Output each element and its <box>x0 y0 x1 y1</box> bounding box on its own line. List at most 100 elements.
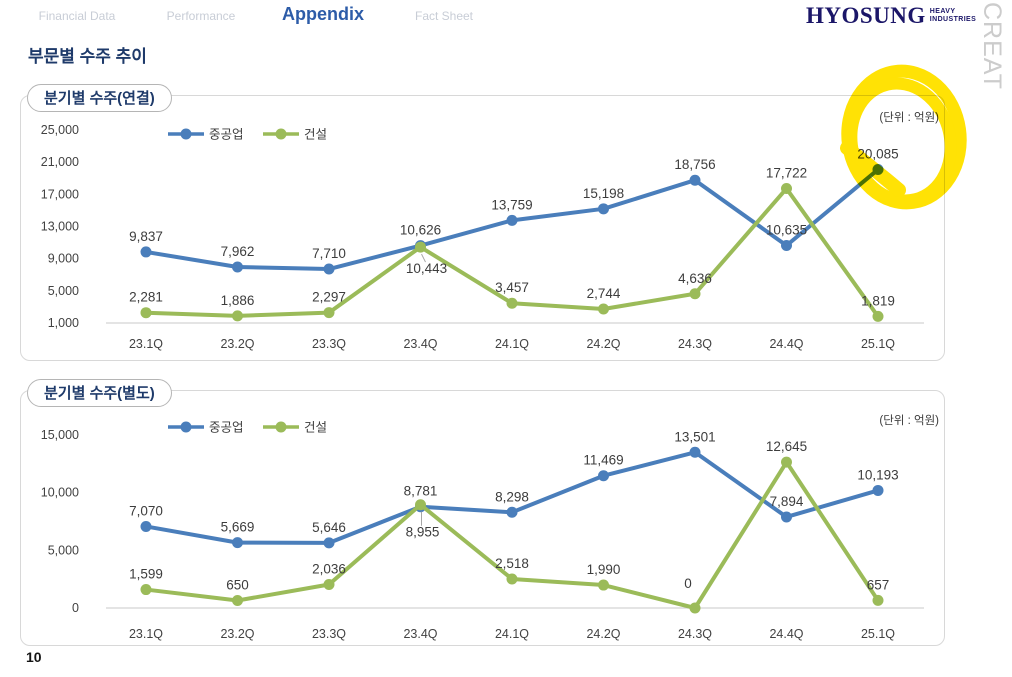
construction-data-point <box>415 241 426 253</box>
y-axis-tick-label: 5,000 <box>48 284 79 298</box>
data-label: 10,635 <box>766 223 807 238</box>
heavy-industry-data-point <box>232 261 243 273</box>
data-label: 1,990 <box>587 562 621 577</box>
heavy-industry-data-point <box>689 446 701 458</box>
y-axis-tick-label: 13,000 <box>41 220 79 234</box>
chart-panel-standalone: 분기별 수주(별도) 0 5,000 10,000 15,000 23.1Q 23.2Q 2… <box>20 379 945 646</box>
construction-data-point <box>689 288 701 300</box>
data-label: 1,819 <box>861 293 895 308</box>
data-label: 7,894 <box>770 494 804 509</box>
construction-data-point <box>506 573 518 585</box>
data-label: 8,298 <box>495 489 529 504</box>
construction-data-point <box>598 579 609 591</box>
x-axis-tick-label: 23.1Q <box>129 627 163 641</box>
heavy-industry-data-point <box>140 246 152 258</box>
legend-label: 중공업 <box>209 128 244 142</box>
nav-tab-appendix[interactable]: Appendix <box>281 4 365 24</box>
unit-label: (단위 : 억원) <box>879 413 939 427</box>
nav-tab-financial-data[interactable]: Financial Data <box>38 9 116 23</box>
data-label: 2,036 <box>312 562 346 577</box>
logo-sub-bottom: INDUSTRIES <box>929 16 977 23</box>
data-label: 2,281 <box>129 290 163 305</box>
chart-panel-consolidated: 분기별 수주(연결) 1,000 5,000 9,000 13,000 17,000 21… <box>20 84 945 361</box>
heavy-industry-data-point <box>232 537 243 549</box>
legend-dot-marker <box>275 128 287 140</box>
legend-dot-marker <box>275 421 287 433</box>
data-label: 10,626 <box>400 223 441 238</box>
x-axis-tick-label: 23.2Q <box>220 627 254 641</box>
heavy-industry-data-point <box>506 506 518 518</box>
x-axis-tick-label: 24.2Q <box>586 337 620 351</box>
construction-data-point <box>781 456 792 468</box>
heavy-industry-data-point <box>323 263 335 275</box>
heavy-industry-data-point <box>872 484 884 496</box>
construction-data-point <box>506 297 518 309</box>
x-axis-tick-label: 23.1Q <box>129 337 163 351</box>
data-label: 12,645 <box>766 439 807 454</box>
chart-title-consolidated: 분기별 수주(연결) <box>27 84 172 112</box>
legend-label: 중공업 <box>209 421 244 435</box>
heavy-industry-data-point <box>872 164 884 176</box>
nav-tab-performance[interactable]: Performance <box>166 9 236 23</box>
logo-wordmark: HYOSUNG <box>806 3 926 28</box>
construction-data-point <box>689 602 701 614</box>
x-axis-tick-label: 23.3Q <box>312 337 346 351</box>
heavy-industry-data-point <box>689 174 701 186</box>
y-axis-tick-label: 0 <box>72 601 79 615</box>
logo-subtitle: HEAVY INDUSTRIES <box>930 4 976 24</box>
data-label: 13,501 <box>674 429 715 444</box>
data-label: 18,756 <box>674 157 715 172</box>
x-axis-tick-label: 23.4Q <box>403 337 437 351</box>
logo-sub-top: HEAVY <box>929 8 956 15</box>
data-label: 7,962 <box>221 244 255 259</box>
chart-title-standalone: 분기별 수주(별도) <box>27 379 172 407</box>
data-label: 11,469 <box>583 453 623 468</box>
x-axis-tick-label: 24.4Q <box>769 337 803 351</box>
data-label: 13,759 <box>491 197 532 212</box>
page-number: 10 <box>26 649 42 665</box>
data-label: 17,722 <box>766 166 807 181</box>
heavy-industry-data-point <box>781 240 792 252</box>
data-label: 0 <box>684 576 692 591</box>
heavy-industry-data-point <box>781 511 792 523</box>
data-label: 20,085 <box>857 147 898 162</box>
y-axis-tick-label: 25,000 <box>41 123 79 137</box>
data-label: 7,070 <box>129 503 163 518</box>
data-label: 4,636 <box>678 271 712 286</box>
heavy-industry-data-point <box>598 470 609 482</box>
data-label: 2,518 <box>495 556 529 571</box>
construction-data-point <box>323 579 335 591</box>
legend-dot-marker <box>180 421 192 433</box>
data-label: 2,744 <box>587 286 621 301</box>
heavy-industry-data-point <box>506 214 518 226</box>
hyosung-logo: HYOSUNG HEAVY INDUSTRIES <box>806 4 976 27</box>
construction-data-point <box>140 584 152 596</box>
y-axis-tick-label: 9,000 <box>48 252 79 266</box>
x-axis-tick-label: 24.4Q <box>769 627 803 641</box>
data-label: 5,646 <box>312 520 346 535</box>
data-label: 15,198 <box>583 186 624 201</box>
construction-data-point <box>140 307 152 319</box>
y-axis-tick-label: 21,000 <box>41 155 79 169</box>
y-axis-tick-label: 1,000 <box>48 316 79 330</box>
construction-data-point <box>598 303 609 315</box>
construction-data-point <box>872 310 884 322</box>
x-axis-tick-label: 23.4Q <box>403 627 437 641</box>
data-label: 3,457 <box>495 280 529 295</box>
nav-tab-fact-sheet[interactable]: Fact Sheet <box>414 9 474 23</box>
heavy-industry-data-point <box>140 520 152 532</box>
x-axis-tick-label: 25.1Q <box>861 627 895 641</box>
legend-label: 건설 <box>304 421 327 435</box>
data-label: 8,955 <box>406 525 440 540</box>
y-axis-tick-label: 17,000 <box>41 187 79 201</box>
data-label: 9,837 <box>129 229 163 244</box>
data-label: 10,443 <box>406 261 447 276</box>
data-label: 5,669 <box>221 520 255 535</box>
data-label: 8,781 <box>404 484 438 499</box>
x-axis-tick-label: 24.1Q <box>495 337 529 351</box>
construction-data-point <box>781 183 792 195</box>
y-axis-tick-label: 5,000 <box>48 543 79 557</box>
page-title: 부문별 수주 추이 <box>28 47 147 66</box>
x-axis-tick-label: 24.1Q <box>495 627 529 641</box>
